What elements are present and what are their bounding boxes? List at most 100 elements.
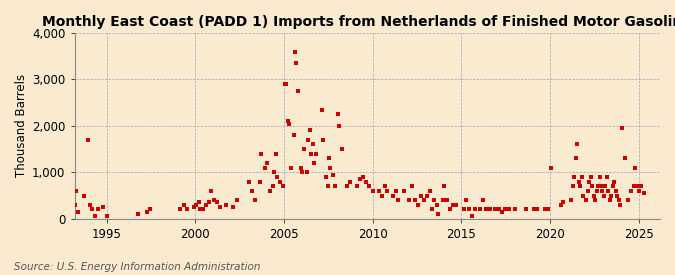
Point — [342, 184, 352, 188]
Point — [284, 121, 294, 126]
Title: Monthly East Coast (PADD 1) Imports from Netherlands of Finished Motor Gasoline: Monthly East Coast (PADD 1) Imports from… — [43, 15, 675, 29]
Point — [619, 156, 630, 161]
Point — [569, 175, 580, 179]
Point — [354, 177, 365, 182]
Point — [622, 198, 633, 202]
Point — [588, 193, 599, 198]
Point — [325, 166, 336, 170]
Point — [322, 184, 333, 188]
Point — [174, 207, 185, 212]
Point — [630, 166, 641, 170]
Point — [144, 207, 155, 212]
Point — [543, 207, 554, 212]
Point — [477, 198, 488, 202]
Point — [591, 189, 602, 193]
Point — [485, 207, 495, 212]
Point — [583, 189, 593, 193]
Point — [142, 210, 153, 214]
Point — [82, 138, 93, 142]
Point — [302, 170, 313, 174]
Point — [227, 205, 238, 209]
Point — [557, 200, 568, 205]
Point — [616, 126, 627, 130]
Point — [600, 184, 611, 188]
Point — [424, 189, 435, 193]
Point — [615, 203, 626, 207]
Point — [497, 210, 508, 214]
Point — [639, 191, 649, 195]
Point — [344, 179, 355, 184]
Point — [90, 214, 101, 219]
Point — [421, 193, 432, 198]
Point — [282, 119, 293, 123]
Point — [360, 179, 371, 184]
Text: Source: U.S. Energy Information Administration: Source: U.S. Energy Information Administ… — [14, 262, 260, 272]
Point — [572, 142, 583, 147]
Point — [599, 193, 610, 198]
Point — [628, 184, 639, 188]
Point — [580, 198, 591, 202]
Point — [364, 184, 375, 188]
Point — [306, 152, 317, 156]
Point — [272, 175, 283, 179]
Point — [387, 193, 398, 198]
Point — [78, 193, 89, 198]
Point — [529, 207, 540, 212]
Point — [358, 175, 369, 179]
Point — [194, 200, 205, 205]
Point — [285, 166, 296, 170]
Point — [605, 198, 616, 202]
Point — [179, 203, 190, 207]
Point — [337, 147, 348, 151]
Point — [377, 193, 387, 198]
Point — [133, 212, 144, 216]
Point — [594, 175, 605, 179]
Point — [244, 179, 254, 184]
Point — [189, 205, 200, 209]
Point — [329, 184, 340, 188]
Point — [636, 184, 647, 188]
Point — [214, 205, 225, 209]
Point — [404, 198, 414, 202]
Point — [610, 189, 621, 193]
Point — [493, 207, 504, 212]
Point — [321, 175, 331, 179]
Point — [102, 214, 113, 219]
Point — [204, 200, 215, 205]
Point — [439, 184, 450, 188]
Point — [584, 179, 595, 184]
Point — [232, 198, 243, 202]
Point — [304, 128, 315, 133]
Point — [267, 184, 278, 188]
Point — [190, 203, 201, 207]
Point — [261, 161, 272, 165]
Point — [87, 207, 98, 212]
Point — [399, 189, 410, 193]
Point — [609, 179, 620, 184]
Point — [601, 175, 612, 179]
Point — [595, 184, 606, 188]
Point — [625, 189, 636, 193]
Point — [603, 189, 614, 193]
Point — [575, 184, 586, 188]
Point — [72, 210, 83, 214]
Point — [504, 207, 515, 212]
Point — [585, 175, 596, 179]
Point — [437, 198, 448, 202]
Point — [308, 161, 319, 165]
Point — [334, 124, 345, 128]
Point — [481, 207, 491, 212]
Y-axis label: Thousand Barrels: Thousand Barrels — [15, 74, 28, 177]
Point — [220, 203, 231, 207]
Point — [415, 193, 426, 198]
Point — [328, 172, 339, 177]
Point — [467, 214, 478, 219]
Point — [205, 189, 216, 193]
Point — [597, 189, 608, 193]
Point — [291, 61, 302, 65]
Point — [281, 82, 292, 86]
Point — [297, 170, 308, 174]
Point — [532, 207, 543, 212]
Point — [433, 212, 443, 216]
Point — [409, 198, 420, 202]
